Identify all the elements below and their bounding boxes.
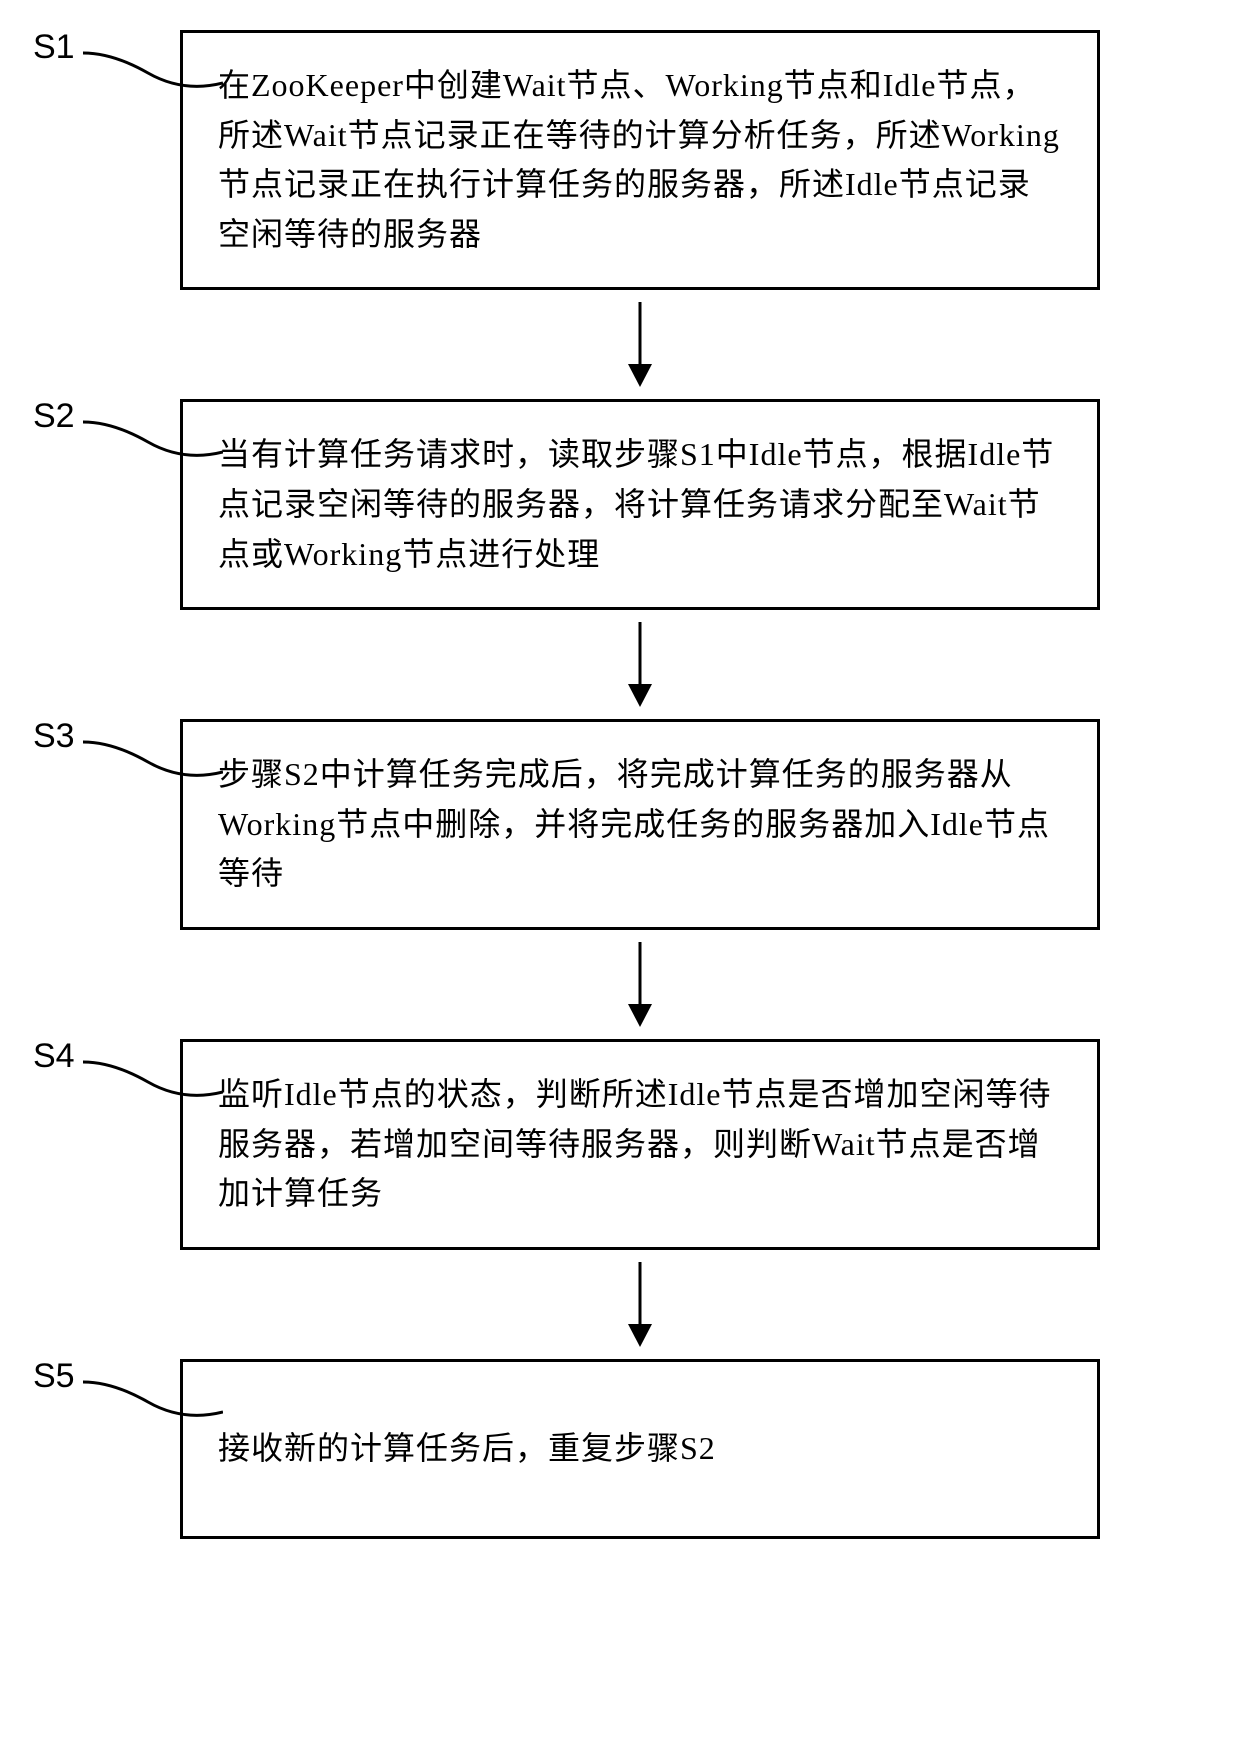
step-s4-box: S4 监听Idle节点的状态，判断所述Idle节点是否增加空闲等待服务器，若增加… xyxy=(180,1039,1100,1250)
step-s2-box: S2 当有计算任务请求时，读取步骤S1中Idle节点，根据Idle节点记录空闲等… xyxy=(180,399,1100,610)
arrow-s4-s5 xyxy=(180,1250,1100,1359)
step-s2-curve xyxy=(73,417,223,477)
step-s5-label: S5 xyxy=(33,1357,75,1396)
arrow-s1-s2 xyxy=(180,290,1100,399)
step-s5-box: S5 接收新的计算任务后，重复步骤S2 xyxy=(180,1359,1100,1539)
step-s4-text: 监听Idle节点的状态，判断所述Idle节点是否增加空闲等待服务器，若增加空间等… xyxy=(218,1070,1062,1219)
step-s5-curve xyxy=(73,1377,223,1437)
step-s5-text: 接收新的计算任务后，重复步骤S2 xyxy=(218,1424,716,1474)
step-s1-curve xyxy=(73,48,223,108)
flowchart-container: S1 在ZooKeeper中创建Wait节点、Working节点和Idle节点，… xyxy=(140,30,1140,1539)
step-s3-curve xyxy=(73,737,223,797)
step-s1-box: S1 在ZooKeeper中创建Wait节点、Working节点和Idle节点，… xyxy=(180,30,1100,290)
step-s2-text: 当有计算任务请求时，读取步骤S1中Idle节点，根据Idle节点记录空闲等待的服… xyxy=(218,430,1062,579)
step-s1-label: S1 xyxy=(33,28,75,67)
step-s3-text: 步骤S2中计算任务完成后，将完成计算任务的服务器从Working节点中删除，并将… xyxy=(218,750,1062,899)
step-s4-label: S4 xyxy=(33,1037,75,1076)
step-s4-curve xyxy=(73,1057,223,1117)
step-s3-box: S3 步骤S2中计算任务完成后，将完成计算任务的服务器从Working节点中删除… xyxy=(180,719,1100,930)
step-s3-label: S3 xyxy=(33,717,75,756)
step-s1-text: 在ZooKeeper中创建Wait节点、Working节点和Idle节点，所述W… xyxy=(218,61,1062,259)
step-s2-label: S2 xyxy=(33,397,75,436)
arrow-s2-s3 xyxy=(180,610,1100,719)
arrow-s3-s4 xyxy=(180,930,1100,1039)
